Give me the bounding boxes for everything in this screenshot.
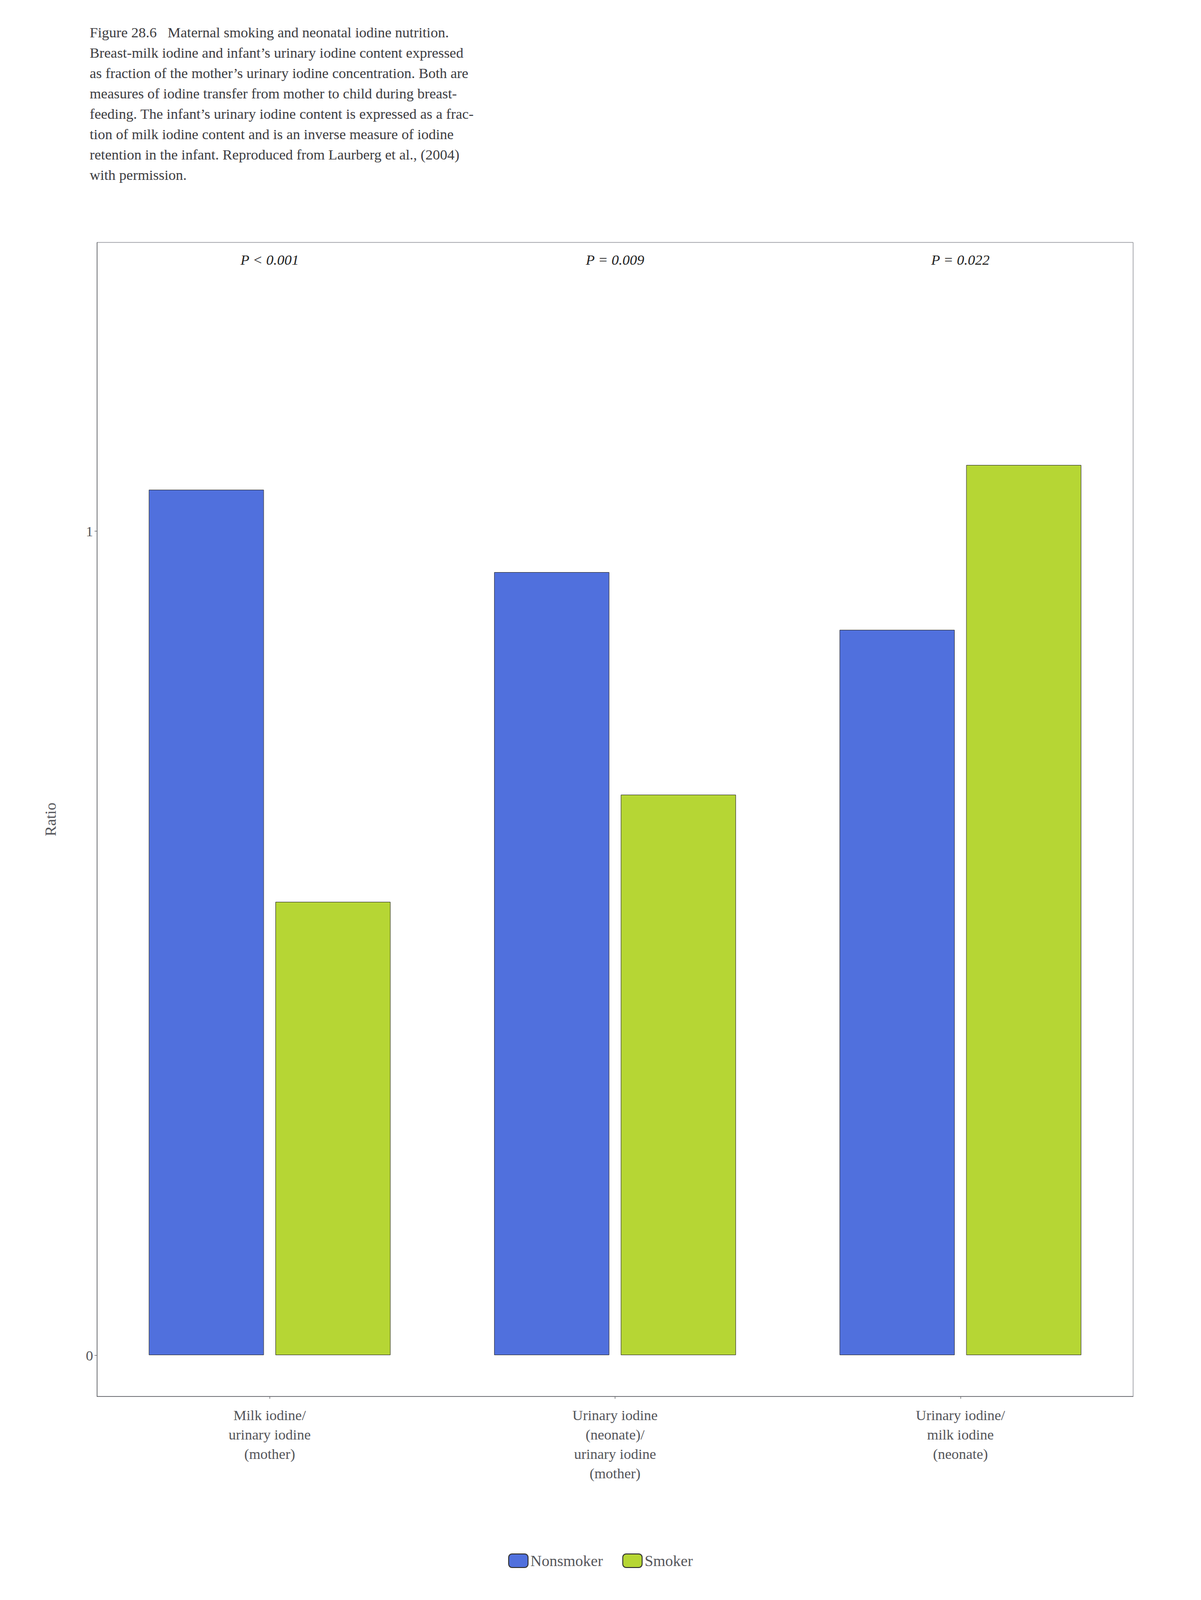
svg-text:Milk iodine/: Milk iodine/ [233, 1407, 307, 1424]
svg-text:(neonate): (neonate) [932, 1445, 988, 1463]
svg-text:tion of milk iodine content an: tion of milk iodine content and is an in… [89, 126, 454, 143]
svg-text:with permission.: with permission. [89, 166, 187, 183]
svg-text:P = 0.022: P = 0.022 [930, 251, 991, 268]
svg-text:Urinary iodine/: Urinary iodine/ [915, 1407, 1006, 1424]
svg-text:1: 1 [85, 523, 94, 540]
svg-text:urinary iodine: urinary iodine [574, 1445, 657, 1462]
svg-text:(mother): (mother) [244, 1445, 296, 1463]
svg-text:Nonsmoker: Nonsmoker [530, 1552, 604, 1570]
svg-text:(neonate)/: (neonate)/ [585, 1426, 645, 1443]
svg-text:Urinary iodine: Urinary iodine [572, 1407, 658, 1424]
svg-text:P < 0.001: P < 0.001 [240, 251, 300, 268]
svg-text:as fraction of the mother’s ur: as fraction of the mother’s urinary iodi… [89, 64, 469, 81]
svg-text:retention in the infant. Repro: retention in the infant. Reproduced from… [89, 146, 460, 163]
svg-text:Smoker: Smoker [644, 1552, 693, 1570]
svg-text:milk iodine: milk iodine [927, 1426, 994, 1443]
svg-text:Ratio: Ratio [41, 802, 60, 836]
svg-text:measures of iodine transfer fr: measures of iodine transfer from mother … [89, 85, 457, 102]
svg-text:urinary iodine: urinary iodine [228, 1426, 311, 1443]
svg-text:feeding. The infant’s urinary: feeding. The infant’s urinary iodine con… [89, 105, 474, 122]
svg-text:P = 0.009: P = 0.009 [585, 251, 645, 268]
svg-text:Breast-milk iodine and infant’: Breast-milk iodine and infant’s urinary … [89, 44, 464, 61]
svg-text:0: 0 [85, 1347, 94, 1364]
svg-text:Figure 28.6 Maternal smoking: Figure 28.6 Maternal smoking and neonata… [89, 24, 449, 41]
svg-text:(mother): (mother) [589, 1465, 641, 1482]
